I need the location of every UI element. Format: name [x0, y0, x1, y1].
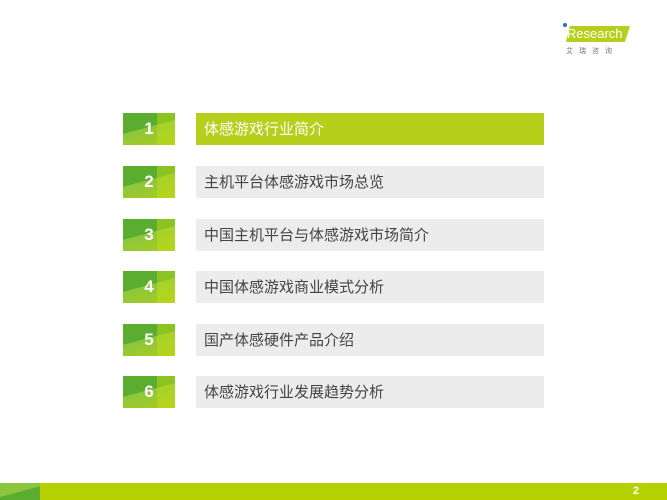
toc-title: 体感游戏行业发展趋势分析: [196, 376, 544, 408]
toc-item-2[interactable]: 2 主机平台体感游戏市场总览: [123, 166, 544, 198]
toc-title: 中国主机平台与体感游戏市场简介: [196, 219, 544, 251]
toc-title: 体感游戏行业简介: [196, 113, 544, 145]
toc-item-3[interactable]: 3 中国主机平台与体感游戏市场简介: [123, 219, 544, 251]
toc-item-5[interactable]: 5 国产体感硬件产品介绍: [123, 324, 544, 356]
footer-accent: [0, 483, 40, 500]
logo-brand-cn: 艾瑞咨询: [566, 47, 618, 55]
page-number: 2: [632, 485, 639, 497]
logo-dot: [563, 23, 567, 27]
toc-number: 6: [123, 376, 175, 408]
toc-item-1[interactable]: 1 体感游戏行业简介: [123, 113, 544, 145]
toc-item-4[interactable]: 4 中国体感游戏商业模式分析: [123, 271, 544, 303]
toc-number: 4: [123, 271, 175, 303]
toc-number: 3: [123, 219, 175, 251]
logo-badge: [566, 26, 630, 42]
toc-title: 国产体感硬件产品介绍: [196, 324, 544, 356]
footer-bar: 2: [0, 483, 667, 500]
toc-number: 1: [123, 113, 175, 145]
toc-number: 2: [123, 166, 175, 198]
iresearch-logo: iResearch 艾瑞咨询: [560, 22, 632, 60]
toc-title: 主机平台体感游戏市场总览: [196, 166, 544, 198]
toc-number: 5: [123, 324, 175, 356]
toc-title: 中国体感游戏商业模式分析: [196, 271, 544, 303]
logo-brand: iResearch: [564, 26, 623, 41]
toc-item-6[interactable]: 6 体感游戏行业发展趋势分析: [123, 376, 544, 408]
